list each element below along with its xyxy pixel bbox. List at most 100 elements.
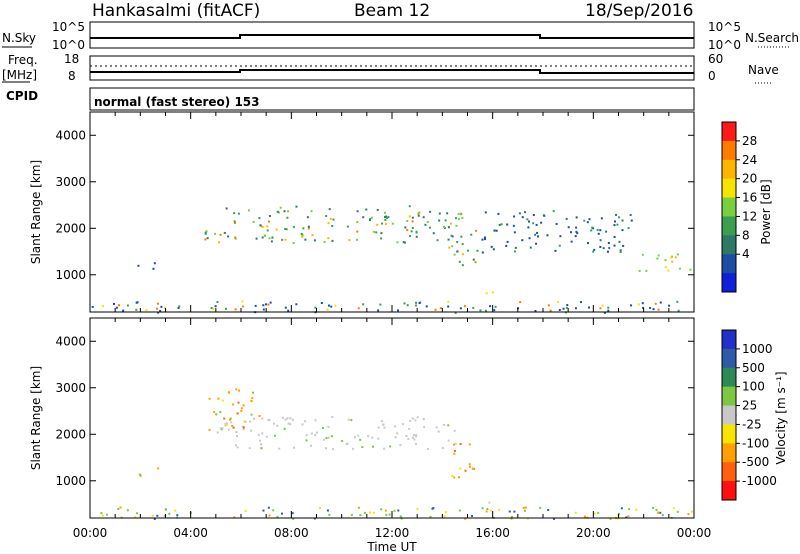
scatter-cell: [471, 467, 474, 470]
scatter-cell: [602, 247, 605, 250]
colorbar-segment: [722, 386, 736, 407]
scatter-cell: [418, 302, 421, 305]
scatter-cell: [534, 309, 537, 312]
scatter-cell: [535, 242, 538, 245]
scatter-cell: [453, 449, 456, 452]
scatter-cell: [607, 309, 610, 312]
scatter-cell: [528, 237, 531, 240]
scatter-cell: [453, 476, 456, 479]
scatter-cell: [219, 411, 222, 414]
scatter-cell: [231, 424, 234, 427]
scatter-cell: [225, 423, 228, 426]
scatter-cell: [357, 307, 360, 310]
scatter-cell: [252, 417, 255, 420]
scatter-cell: [134, 516, 137, 519]
scatter-cell: [409, 235, 412, 238]
scatter-cell: [641, 302, 644, 305]
scatter-cell: [429, 210, 432, 213]
scatter-cell: [251, 397, 254, 400]
scatter-cell: [283, 427, 286, 430]
scatter-cell: [473, 467, 476, 470]
scatter-cell: [609, 517, 612, 520]
colorbar-segment: [722, 140, 736, 161]
scatter-cell: [479, 309, 482, 312]
scatter-cell: [248, 209, 251, 212]
scatter-cell: [250, 413, 253, 416]
scatter-cell: [444, 227, 447, 230]
scatter-cell: [401, 423, 404, 426]
scatter-cell: [145, 309, 148, 312]
scatter-cell: [213, 411, 216, 414]
scatter-cell: [250, 399, 253, 402]
scatter-cell: [314, 419, 317, 422]
scatter-cell: [315, 431, 318, 434]
scatter-cell: [459, 307, 462, 310]
scatter-cell: [556, 300, 559, 303]
scatter-cell: [471, 514, 474, 517]
scatter-cell: [292, 517, 295, 520]
scatter-cell: [394, 436, 397, 439]
colorbar-segment: [722, 348, 736, 369]
scatter-cell: [260, 447, 263, 450]
scatter-cell: [156, 514, 159, 517]
scatter-cell: [486, 508, 489, 511]
scatter-cell: [384, 509, 387, 512]
scatter-cell: [377, 437, 380, 440]
scatter-cell: [268, 237, 271, 240]
scatter-cell: [689, 268, 692, 271]
scatter-cell: [356, 230, 359, 233]
scatter-cell: [365, 208, 368, 211]
scatter-cell: [652, 308, 655, 311]
date-title: 18/Sep/2016: [585, 1, 693, 21]
scatter-cell: [267, 303, 270, 306]
scatter-cell: [481, 507, 484, 510]
scatter-cell: [234, 444, 237, 447]
scatter-cell: [236, 446, 239, 449]
scatter-cell: [348, 239, 351, 242]
scatter-cell: [229, 417, 232, 420]
scatter-cell: [513, 250, 516, 253]
scatter-cell: [422, 216, 425, 219]
scatter-cell: [399, 444, 402, 447]
scatter-cell: [257, 433, 260, 436]
scatter-cell: [126, 304, 129, 307]
scatter-cell: [160, 305, 163, 308]
velocity-y-axis: 1000 2000 3000 4000: [55, 318, 695, 518]
scatter-cell: [657, 308, 660, 311]
scatter-cell: [575, 226, 578, 229]
scatter-cell: [574, 307, 577, 310]
freq-tick-bottom: 8: [68, 69, 76, 83]
scatter-cell: [241, 305, 244, 308]
scatter-cell: [105, 513, 108, 516]
scatter-cell: [332, 218, 335, 221]
scatter-cell: [219, 427, 222, 430]
scatter-cell: [438, 212, 441, 215]
scatter-cell: [221, 399, 224, 402]
scatter-cell: [138, 473, 141, 476]
scatter-cell: [276, 515, 279, 518]
scatter-cell: [599, 307, 602, 310]
colorbar-tick-label: -1000: [742, 474, 777, 488]
velocity-ylabel: Slant Range [km]: [29, 366, 43, 470]
colorbar-segment: [722, 216, 736, 236]
scatter-cell: [251, 391, 254, 394]
scatter-cell: [676, 253, 679, 256]
scatter-cell: [345, 442, 348, 445]
scatter-cell: [558, 244, 561, 247]
colorbar-tick-label: 8: [742, 228, 750, 242]
scatter-cell: [423, 426, 426, 429]
scatter-cell: [91, 305, 94, 308]
scatter-cell: [408, 215, 411, 218]
scatter-cell: [495, 229, 498, 232]
scatter-cell: [426, 220, 429, 223]
scatter-cell: [357, 506, 360, 509]
scatter-cell: [302, 227, 305, 230]
scatter-cell: [615, 213, 618, 216]
scatter-cell: [606, 250, 609, 253]
scatter-cell: [224, 424, 227, 427]
scatter-cell: [562, 307, 565, 310]
scatter-cell: [638, 269, 641, 272]
scatter-cell: [359, 438, 362, 441]
nsearch-tick-top: 10^5: [708, 20, 741, 34]
time-tick-label: 20:00: [576, 526, 611, 540]
